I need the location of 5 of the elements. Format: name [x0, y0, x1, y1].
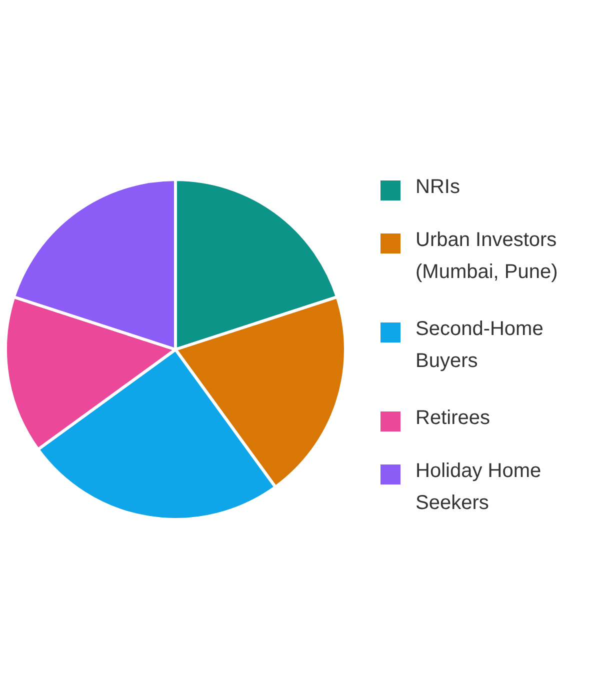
legend-label: Holiday Home Seekers	[416, 460, 542, 514]
legend-label: Second-Home Buyers	[416, 318, 544, 372]
legend-label: Urban Investors (Mumbai, Pune)	[416, 229, 558, 283]
legend-label: Retirees	[416, 407, 490, 429]
legend-label: NRIs	[416, 176, 460, 198]
